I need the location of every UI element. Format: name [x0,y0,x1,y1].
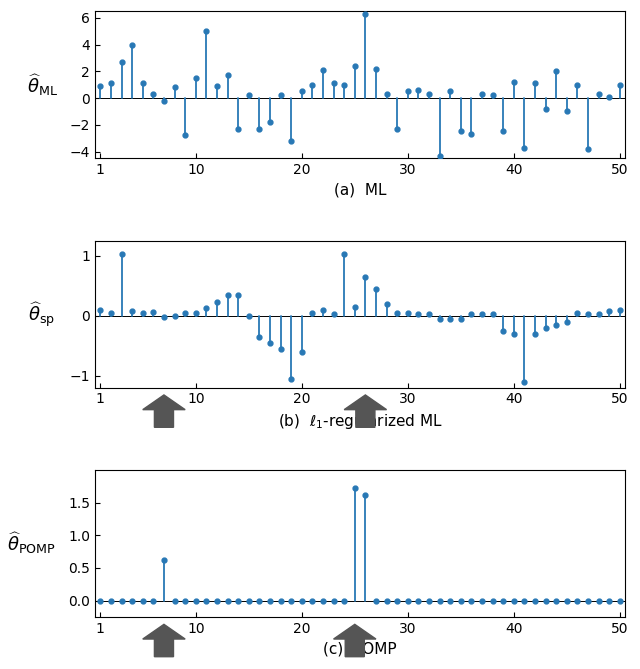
Y-axis label: $\widehat{\theta}_{\rm POMP}$: $\widehat{\theta}_{\rm POMP}$ [7,531,56,557]
X-axis label: (a)  ML: (a) ML [334,183,387,197]
Polygon shape [143,624,185,657]
Polygon shape [143,395,185,427]
Polygon shape [333,624,376,657]
Polygon shape [344,395,387,427]
X-axis label: (b)  $\ell_1$-regularized ML: (b) $\ell_1$-regularized ML [278,412,442,431]
Y-axis label: $\widehat{\theta}_{\rm ML}$: $\widehat{\theta}_{\rm ML}$ [26,72,58,98]
Y-axis label: $\widehat{\theta}_{\rm sp}$: $\widehat{\theta}_{\rm sp}$ [29,300,56,328]
X-axis label: (c)  POMP: (c) POMP [323,642,397,656]
